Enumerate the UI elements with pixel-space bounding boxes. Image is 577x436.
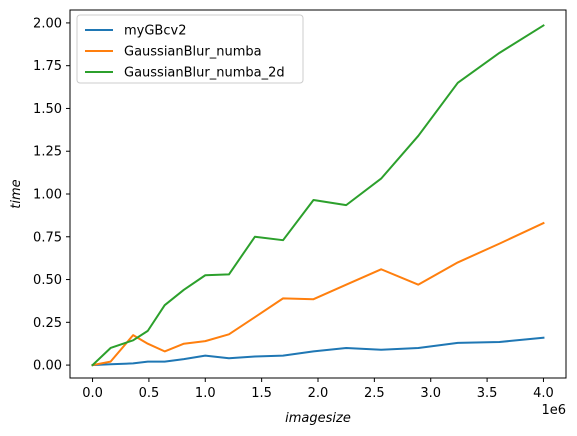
- series-line-2: [91, 221, 545, 367]
- y-tick-label: 0.25: [33, 316, 62, 331]
- legend-label: myGBcv2: [124, 24, 186, 39]
- legend-box: [76, 14, 304, 84]
- y-tick-label: 0.75: [33, 230, 62, 245]
- y-tick-label: 2.00: [33, 16, 62, 31]
- y-tick-label: 1.50: [33, 102, 62, 117]
- y-tick-label: 0.00: [33, 359, 62, 374]
- legend-label: GaussianBlur_numba: [124, 45, 262, 60]
- x-tick-label: 1.5: [251, 386, 272, 401]
- y-tick-label: 1.00: [33, 188, 62, 203]
- x-tick-label: 3.0: [420, 386, 441, 401]
- y-axis-label: time: [9, 179, 24, 208]
- y-tick-label: 1.25: [33, 145, 62, 160]
- x-axis-offset-label: 1e6: [541, 403, 566, 418]
- x-tick-label: 2.5: [364, 386, 385, 401]
- plot-lines: [91, 24, 545, 367]
- y-tick-label: 0.50: [33, 273, 62, 288]
- y-tick-label: 1.75: [33, 59, 62, 74]
- x-axis-ticks: 0.0 0.5 1.0 1.5 2.0 2.5 3.0 3.5 4.0: [82, 378, 554, 401]
- series-line-3: [91, 24, 545, 367]
- legend-label: GaussianBlur_numba_2d: [124, 66, 285, 81]
- x-tick-label: 3.5: [477, 386, 498, 401]
- legend: myGBcv2 GaussianBlur_numba GaussianBlur_nu…: [76, 14, 304, 84]
- x-tick-label: 4.0: [533, 386, 554, 401]
- x-tick-label: 0.5: [139, 386, 160, 401]
- x-tick-label: 1.0: [195, 386, 216, 401]
- series-line-1: [91, 336, 545, 367]
- y-axis-ticks: 0.00 0.25 0.50 0.75 1.00 1.25 1.50 1.75 2.00: [33, 16, 70, 374]
- x-tick-label: 2.0: [308, 386, 329, 401]
- x-tick-label: 0.0: [82, 386, 103, 401]
- x-axis-label: imagesize: [285, 411, 351, 426]
